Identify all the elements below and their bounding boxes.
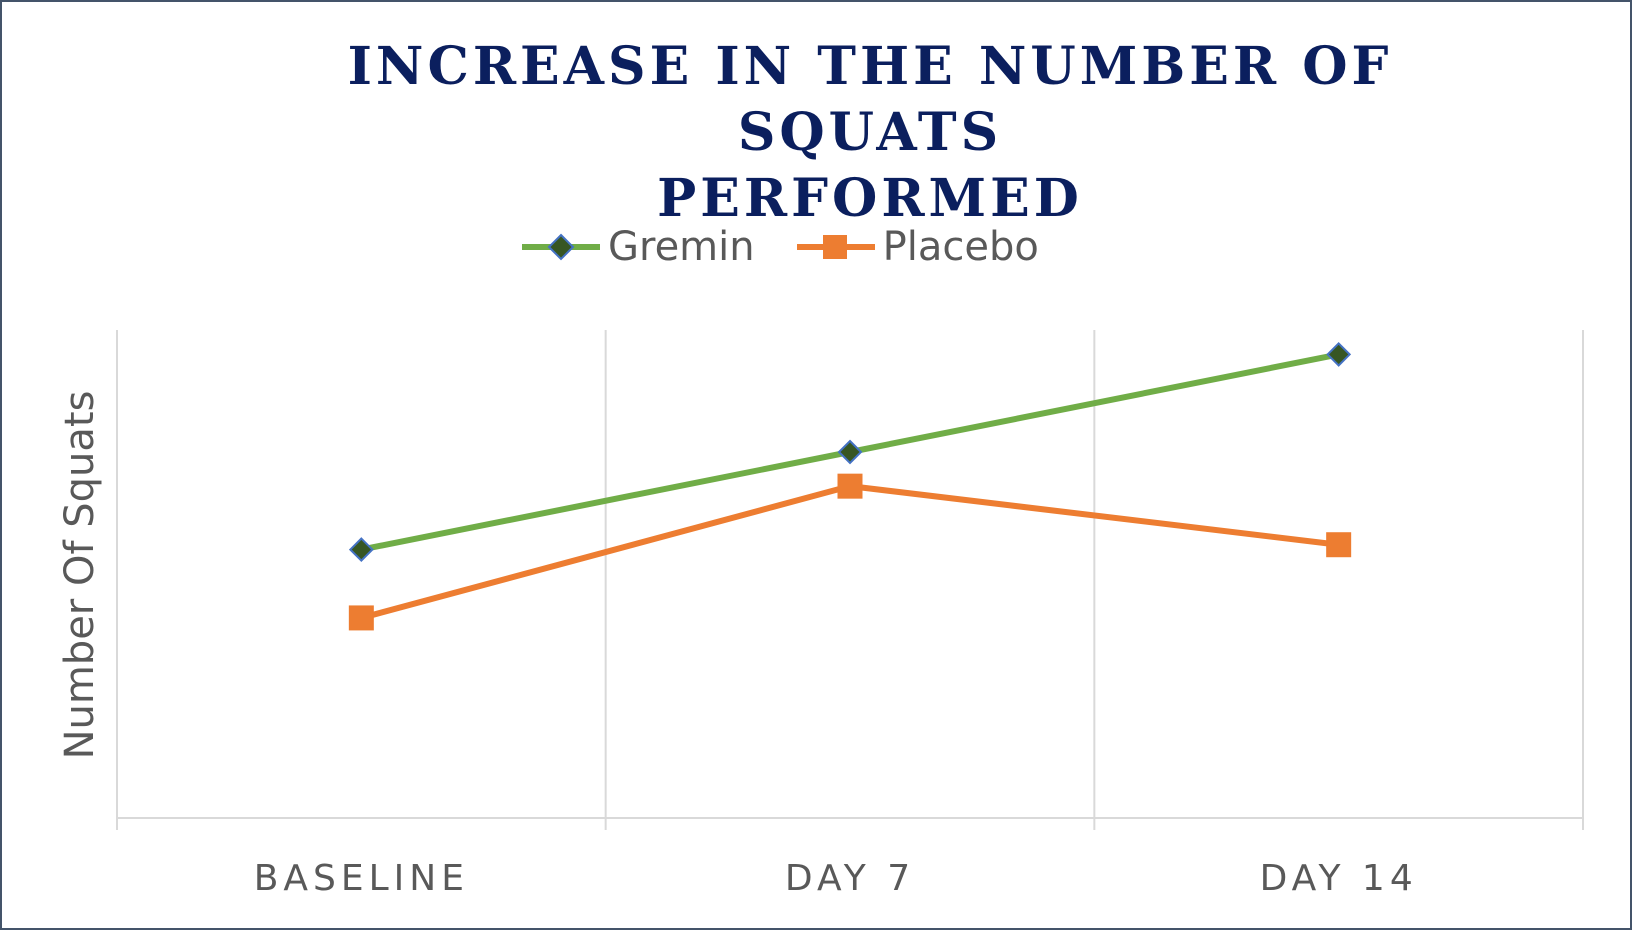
legend-item-placebo: Placebo: [795, 224, 1039, 270]
legend-swatch-placebo: [796, 235, 875, 259]
data-point-gremin: [837, 439, 863, 465]
chart-title-line-2: PERFORMED: [657, 168, 1083, 229]
x-tick-label: BASELINE: [254, 858, 469, 899]
x-tick-label: DAY 14: [1260, 858, 1418, 899]
data-point-placebo: [1326, 532, 1352, 558]
data-point-gremin: [1326, 341, 1352, 367]
data-point-gremin: [348, 537, 374, 563]
legend-swatch-gremin: [522, 233, 600, 261]
legend-label-placebo: Placebo: [882, 224, 1039, 270]
x-tick-label: DAY 7: [785, 858, 915, 899]
legend-item-gremin: Gremin: [520, 224, 755, 270]
legend-label-gremin: Gremin: [608, 224, 755, 270]
data-point-placebo: [837, 473, 863, 499]
legend: Gremin Placebo: [520, 222, 1079, 272]
chart-title-line-1: INCREASE IN THE NUMBER OF SQUATS: [347, 36, 1393, 163]
series-line-placebo: [360, 483, 1340, 621]
chart-title: INCREASE IN THE NUMBER OF SQUATS PERFORM…: [220, 34, 1520, 232]
data-point-placebo: [348, 605, 374, 631]
